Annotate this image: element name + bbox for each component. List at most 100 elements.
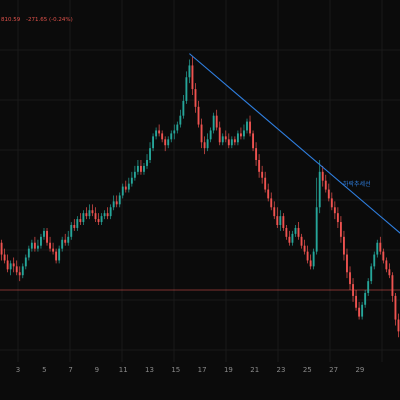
candle-body — [203, 142, 206, 149]
candle-body — [239, 133, 242, 137]
candle-body — [352, 284, 354, 296]
candle — [358, 301, 361, 320]
candle-body — [218, 127, 221, 143]
candle — [212, 112, 215, 134]
candle-body — [115, 201, 118, 205]
candle-body — [185, 77, 188, 101]
candle — [82, 210, 85, 225]
candle — [58, 245, 61, 264]
candle-body — [52, 248, 55, 252]
candle-body — [97, 219, 100, 223]
candle — [343, 230, 345, 261]
candle — [233, 136, 236, 146]
candle-body — [361, 304, 364, 317]
candle-body — [367, 281, 370, 293]
candle — [155, 127, 158, 140]
candle — [327, 183, 330, 202]
candle-body — [246, 121, 248, 131]
candle — [264, 171, 267, 193]
candle — [267, 183, 270, 202]
candle-body — [294, 227, 297, 234]
candle-body — [215, 115, 218, 128]
candle — [221, 133, 224, 146]
trendline-group — [189, 53, 400, 237]
x-tick-label: 9 — [95, 366, 99, 374]
candle-body — [182, 100, 185, 116]
candle-body — [24, 257, 27, 267]
candle — [373, 251, 376, 270]
candle-body — [118, 195, 121, 205]
candle-body — [130, 177, 133, 184]
candle — [376, 239, 379, 258]
x-tick-label: 13 — [145, 366, 154, 374]
candle-body — [133, 171, 136, 178]
candle — [49, 236, 51, 252]
candle — [303, 239, 306, 255]
candle — [370, 263, 373, 285]
candle-body — [391, 275, 394, 296]
candle — [336, 207, 339, 228]
candle-body — [252, 133, 254, 149]
candle-body — [140, 165, 142, 172]
candle-body — [200, 124, 203, 143]
candle-body — [67, 236, 70, 243]
candle — [394, 292, 397, 326]
candle-body — [197, 106, 200, 125]
candle-body — [152, 136, 155, 149]
candle-body — [306, 251, 309, 261]
candle — [203, 136, 206, 155]
candle-body — [188, 65, 191, 78]
candle-body — [330, 198, 333, 208]
candle-body — [236, 133, 239, 143]
candle — [112, 195, 115, 211]
candle-body — [30, 242, 33, 249]
candle — [109, 204, 112, 220]
candle — [346, 248, 348, 279]
candle-body — [364, 292, 367, 305]
candle — [12, 257, 15, 273]
candle-body — [109, 207, 112, 217]
trendline[interactable] — [189, 53, 400, 237]
candle — [121, 183, 124, 199]
candle — [100, 213, 103, 225]
candle — [55, 248, 58, 264]
candle-body — [336, 213, 339, 223]
x-tick-label: 7 — [68, 366, 72, 374]
candle — [130, 171, 133, 187]
candle-body — [327, 189, 330, 199]
candle-body — [279, 216, 282, 225]
candle — [33, 236, 36, 252]
candle — [324, 174, 327, 193]
candle-body — [382, 251, 385, 261]
x-tick-label: 19 — [224, 366, 233, 374]
x-tick-label: 27 — [329, 366, 338, 374]
candle — [191, 56, 194, 95]
candle-body — [82, 213, 85, 223]
candle-body — [333, 207, 336, 214]
candle-body — [312, 251, 315, 267]
candle — [52, 242, 55, 255]
candle — [246, 118, 248, 134]
candle-body — [233, 139, 236, 143]
candle — [18, 266, 21, 282]
candle-body — [49, 242, 51, 249]
candle — [106, 207, 109, 220]
candle — [291, 230, 294, 246]
candle-body — [394, 295, 397, 320]
candle — [3, 248, 6, 264]
candle-body — [103, 213, 106, 217]
candle-body — [158, 130, 161, 134]
candle-body — [46, 230, 48, 243]
candle — [309, 254, 312, 270]
candle — [43, 227, 45, 240]
candle-body — [346, 254, 348, 273]
candle — [36, 239, 39, 252]
candle-body — [309, 260, 312, 267]
candle-body — [33, 242, 36, 249]
candle — [294, 225, 297, 237]
candle — [70, 222, 73, 240]
candle — [200, 118, 203, 149]
candle — [197, 100, 200, 128]
candle — [349, 266, 351, 290]
candle — [167, 136, 170, 149]
